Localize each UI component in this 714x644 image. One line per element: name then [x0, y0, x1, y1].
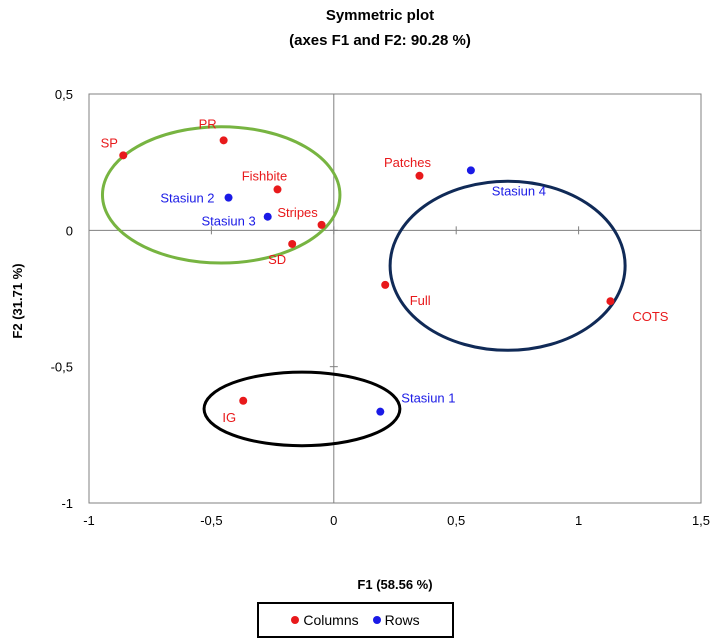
point-label-ig: IG: [222, 410, 236, 425]
legend-item-columns: Columns: [291, 612, 359, 628]
legend: Columns Rows: [257, 602, 454, 638]
chart-title: Symmetric plot: [326, 7, 434, 24]
plot-frame: [88, 93, 702, 504]
y-tick-label: 0,5: [55, 87, 73, 102]
y-axis-label: F2 (31.71 %): [10, 263, 25, 338]
point-fishbite: [273, 185, 282, 194]
cluster-ellipse-2: [388, 179, 627, 352]
point-label-fishbite: Fishbite: [242, 168, 288, 183]
point-stasiun-4: [466, 166, 475, 175]
point-cots: [606, 297, 615, 306]
point-label-sd: SD: [268, 252, 286, 267]
point-stasiun-2: [224, 193, 233, 202]
x-tick-label: -1: [83, 513, 95, 528]
point-label-stripes: Stripes: [277, 205, 318, 220]
chart-subtitle: (axes F1 and F2: 90.28 %): [289, 32, 471, 49]
point-sd: [288, 239, 297, 248]
x-axis-label: F1 (58.56 %): [357, 577, 432, 592]
point-full: [381, 280, 390, 289]
x-tick-label: 1,5: [692, 513, 710, 528]
x-tick-label: 0: [330, 513, 337, 528]
x-tick-label: 0,5: [447, 513, 465, 528]
point-stasiun-1: [376, 407, 385, 416]
legend-marker-columns: [291, 616, 300, 624]
point-label-patches: Patches: [384, 155, 431, 170]
point-label-full: Full: [410, 293, 431, 308]
legend-marker-rows: [372, 616, 381, 624]
y-tick-label: 0: [66, 223, 73, 238]
cluster-ellipse-1: [100, 125, 342, 265]
point-label-stasiun-2: Stasiun 2: [160, 191, 214, 206]
point-label-sp: SP: [101, 135, 118, 150]
point-ig: [239, 396, 248, 405]
legend-label-rows: Rows: [384, 612, 420, 628]
legend-label-columns: Columns: [303, 612, 359, 628]
axes: -1 -0,5 0 0,5 1 1,5 0,5 0 -0,5 -1: [51, 87, 710, 528]
point-pr: [219, 136, 228, 145]
point-stasiun-3: [263, 212, 272, 221]
y-tick-label: -0,5: [51, 360, 73, 375]
cluster-ellipses: [100, 125, 627, 448]
point-label-pr: PR: [199, 116, 217, 131]
point-label-stasiun-4: Stasiun 4: [492, 183, 546, 198]
point-label-stasiun-1: Stasiun 1: [401, 391, 455, 406]
point-stripes: [317, 220, 326, 229]
data-points: SP PR Fishbite Stripes SD Patches Full COTS IG St…: [101, 116, 669, 424]
x-tick-label: 1: [575, 513, 582, 528]
x-tick-label: -0,5: [200, 513, 222, 528]
point-sp: [119, 151, 128, 160]
y-tick-label: -1: [61, 496, 73, 511]
symmetric-plot-chart: Symmetric plot (axes F1 and F2: 90.28 %)…: [10, 7, 710, 592]
point-patches: [415, 171, 424, 180]
legend-item-rows: Rows: [372, 612, 420, 628]
cluster-ellipse-3: [202, 370, 402, 448]
point-label-stasiun-3: Stasiun 3: [202, 214, 256, 229]
point-label-cots: COTS: [632, 309, 668, 324]
